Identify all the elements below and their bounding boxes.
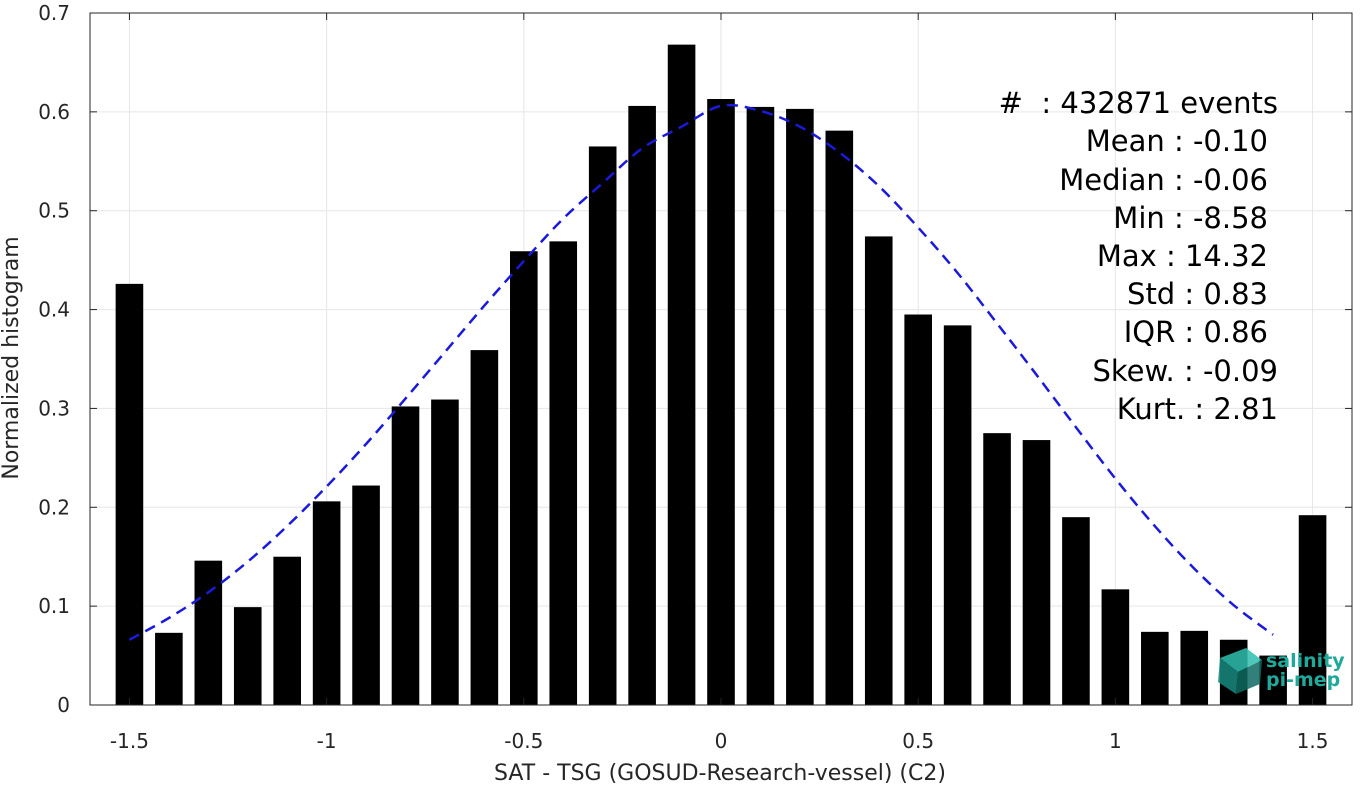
- histogram-bar: [1298, 515, 1327, 705]
- histogram-bar: [1062, 517, 1090, 705]
- cube-logo-icon: [1218, 648, 1262, 694]
- histogram-bar: [352, 485, 380, 705]
- histogram-bar: [1259, 655, 1287, 705]
- y-tick-label: 0.7: [38, 1, 70, 25]
- histogram-bar: [391, 406, 420, 705]
- x-tick-label: 0: [715, 729, 728, 753]
- histogram-bar: [864, 236, 893, 705]
- histogram-bar: [707, 99, 735, 705]
- statistics-box: # : 432871 events Mean : -0.10 Median : …: [999, 86, 1278, 426]
- histogram-bar: [1101, 589, 1130, 705]
- histogram-bar: [470, 350, 499, 705]
- stat-skew: Skew. : -0.09: [1092, 354, 1278, 388]
- y-tick-label: 0: [57, 693, 70, 717]
- histogram-bar: [1141, 631, 1169, 705]
- histogram-bar: [155, 632, 183, 705]
- histogram-bar: [549, 241, 578, 706]
- gaussian-fit-line: [128, 103, 1274, 641]
- stat-max: Max : 14.32: [1097, 239, 1268, 273]
- y-tick-label: 0.6: [38, 100, 70, 124]
- stat-median: Median : -0.06: [1059, 163, 1268, 197]
- histogram-bar: [273, 556, 301, 705]
- logo-text-pimep: pi-mep: [1266, 669, 1340, 691]
- stat-iqr: IQR : 0.86: [1124, 315, 1268, 349]
- histogram-bar: [943, 325, 972, 705]
- y-tick-label: 0.1: [38, 594, 70, 618]
- stat-mean: Mean : -0.10: [1086, 124, 1268, 158]
- x-tick-label: -1: [317, 729, 337, 753]
- y-axis-ticks: 0 0.1 0.2 0.3 0.4 0.5 0.6 0.7: [38, 1, 1352, 717]
- histogram-bar: [1180, 630, 1209, 705]
- histogram-bar: [510, 251, 538, 705]
- bar-series: [115, 44, 1327, 706]
- histogram-bar: [233, 607, 262, 705]
- y-tick-label: 0.4: [38, 298, 70, 322]
- y-tick-label: 0.5: [38, 199, 70, 223]
- histogram-bar: [1022, 440, 1051, 705]
- salinity-pimep-logo: salinity pi-mep: [1218, 648, 1345, 694]
- x-tick-label: 0.5: [902, 729, 934, 753]
- histogram-bar: [825, 130, 854, 705]
- stat-min: Min : -8.58: [1113, 201, 1268, 235]
- histogram-bar: [904, 314, 932, 705]
- x-axis-label: SAT - TSG (GOSUD-Research-vessel) (C2): [494, 761, 946, 785]
- histogram-bar: [588, 146, 617, 705]
- stat-events: # : 432871 events: [999, 86, 1278, 120]
- x-tick-label: -1.5: [110, 729, 149, 753]
- histogram-bar: [312, 501, 341, 705]
- stat-kurt: Kurt. : 2.81: [1117, 392, 1278, 426]
- x-tick-label: -0.5: [504, 729, 543, 753]
- y-axis-label: Normalized histogram: [0, 236, 24, 479]
- x-tick-label: 1: [1109, 729, 1122, 753]
- histogram-bar: [667, 44, 696, 706]
- histogram-bar: [194, 560, 223, 705]
- histogram-bar: [628, 105, 656, 705]
- histogram-bar: [983, 433, 1011, 705]
- y-tick-label: 0.3: [38, 396, 70, 420]
- x-axis-ticks: -1.5 -1 -0.5 0 0.5 1 1.5: [110, 13, 1329, 753]
- histogram-bar: [431, 399, 459, 705]
- x-tick-label: 1.5: [1297, 729, 1329, 753]
- histogram-bar: [746, 106, 775, 705]
- y-tick-label: 0.2: [38, 495, 70, 519]
- histogram-bar: [786, 108, 814, 706]
- logo-text-salinity: salinity: [1266, 650, 1345, 672]
- stat-std: Std : 0.83: [1127, 277, 1268, 311]
- histogram-bar: [115, 283, 144, 705]
